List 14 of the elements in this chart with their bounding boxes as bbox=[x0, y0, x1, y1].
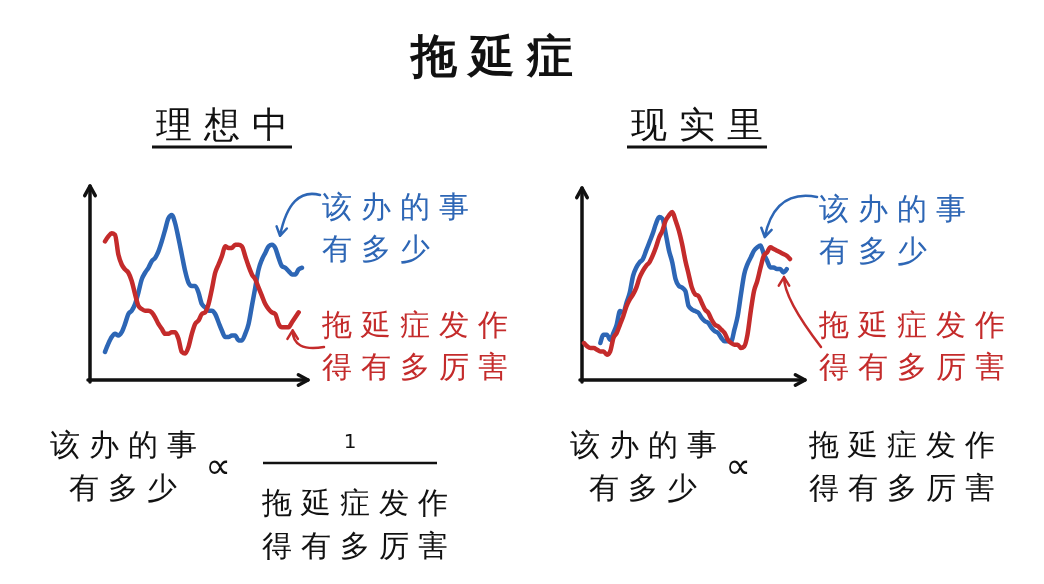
legend-label: 该办的事有多少 bbox=[819, 191, 975, 268]
chart-subtitle: 理想中 bbox=[156, 104, 300, 145]
text: 该办的事有多少 bbox=[49, 427, 206, 505]
legend-label: 拖延症发作得有多厉害 bbox=[818, 307, 1014, 384]
text: 1 bbox=[343, 429, 357, 453]
chart-subtitle: 现实里 bbox=[631, 104, 775, 145]
legend-label: 该办的事有多少 bbox=[322, 189, 478, 266]
text: ∝ bbox=[205, 445, 231, 486]
text: 拖延症发作得有多厉害 bbox=[261, 485, 457, 563]
chart-title: 拖延症 bbox=[409, 29, 585, 83]
text: 该办的事有多少 bbox=[569, 427, 726, 505]
legend-label: 拖延症发作得有多厉害 bbox=[321, 307, 517, 384]
text: ∝ bbox=[725, 445, 751, 486]
text: 拖延症发作得有多厉害 bbox=[808, 427, 1004, 505]
